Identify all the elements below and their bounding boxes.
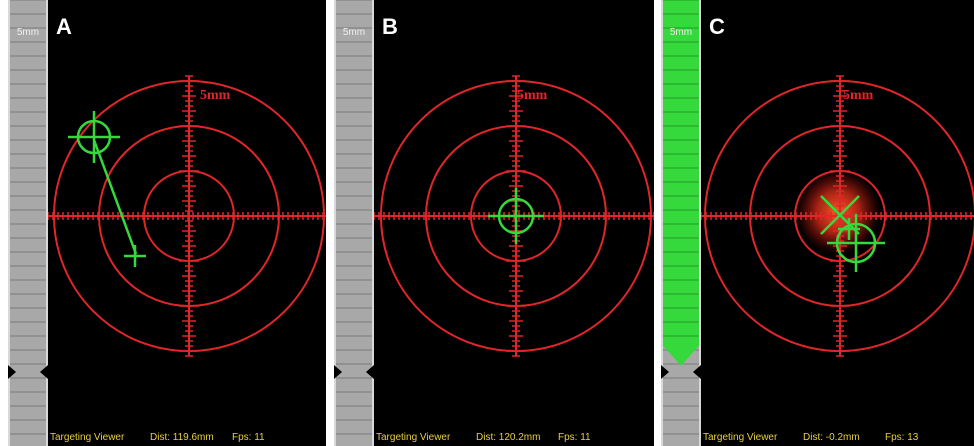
depth-gauge-a <box>8 0 48 446</box>
status-dist-b: Dist: 120.2mm <box>476 432 541 443</box>
target-reticle-c <box>701 75 974 357</box>
panel-letter-b: B <box>382 14 398 39</box>
target-reticle-a <box>48 75 326 357</box>
depth-gauge-b <box>334 0 374 446</box>
target-display-a: 5mm <box>48 75 326 357</box>
trajectory-marker-a <box>68 111 146 267</box>
status-title-a: Targeting Viewer <box>50 432 125 443</box>
viewer-panel-b: 5mm B 5mm Targeting Viewer Dist: 120.2mm… <box>334 0 654 446</box>
viewer-panel-c: 5mm C 5mm Targeting Viewer Dist: -0.2mm … <box>661 0 974 446</box>
gauge-label-c: 5mm <box>669 27 693 38</box>
target-display-c: 5mm <box>701 75 974 357</box>
depth-gauge-c <box>661 0 701 446</box>
status-title-b: Targeting Viewer <box>376 432 451 443</box>
target-display-b: 5mm <box>374 75 654 357</box>
status-fps-b: Fps: 11 <box>558 432 591 443</box>
status-fps-a: Fps: 11 <box>232 432 265 443</box>
ring-label-b: 5mm <box>517 88 548 103</box>
gauge-label-a: 5mm <box>16 27 40 38</box>
trajectory-marker-b <box>488 188 544 244</box>
ring-label-c: 5mm <box>843 88 874 103</box>
status-fps-c: Fps: 13 <box>885 432 919 443</box>
trajectory-marker-c <box>820 195 885 272</box>
ring-label-a: 5mm <box>200 88 231 103</box>
status-title-c: Targeting Viewer <box>703 432 778 443</box>
viewer-panel-a: 5mm A 5mm Targeting Viewer Dist: 119.6mm… <box>8 0 326 446</box>
panel-letter-a: A <box>56 14 72 39</box>
gauge-label-b: 5mm <box>342 27 366 38</box>
status-dist-c: Dist: -0.2mm <box>803 432 860 443</box>
panel-letter-c: C <box>709 14 725 39</box>
target-reticle-b <box>374 75 654 357</box>
status-dist-a: Dist: 119.6mm <box>150 432 214 443</box>
